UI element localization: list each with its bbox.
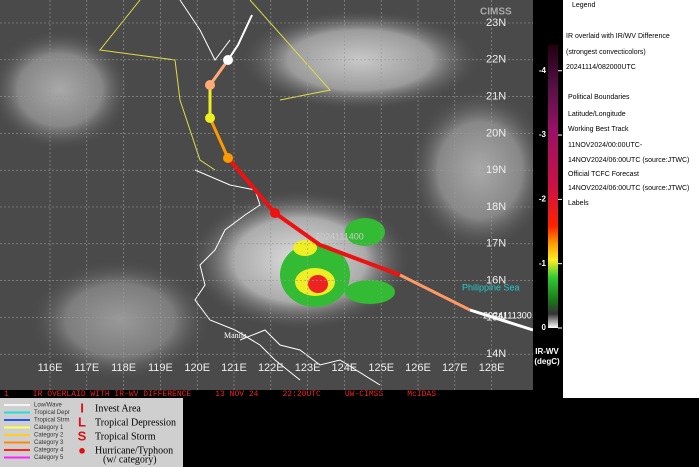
- logo: CIMSS: [480, 7, 512, 18]
- legend-item: 14NOV2024/06:00UTC (source:JTWC): [568, 157, 689, 164]
- legend-item: (strongest convecticolors): [566, 49, 646, 56]
- convection: [280, 218, 395, 307]
- legend-item: Official TCFC Forecast: [568, 171, 639, 178]
- lon-label: 116E: [38, 362, 63, 374]
- lon-label: 124E: [332, 362, 358, 374]
- coastlines: [179, 0, 381, 386]
- lon-label: 121E: [221, 362, 247, 374]
- lon-label: 118E: [111, 362, 136, 374]
- legend-panel: [563, 0, 699, 398]
- key-symbols: I Invest Area L Tropical Depression S Tropica…: [78, 400, 176, 465]
- colorbar-tick-label: -2: [539, 194, 547, 203]
- colorbar-tick-label: -3: [539, 130, 547, 139]
- footer-bar: [0, 390, 533, 398]
- legend-items: IR overlaid with IR/WV Difference (strong…: [566, 33, 689, 207]
- best-track: [205, 14, 534, 332]
- legend-item: Political Boundaries: [568, 94, 630, 101]
- lat-label: 20N: [486, 127, 506, 139]
- key-symbol-label: Invest Area: [95, 403, 141, 414]
- key-line-label: Tropical Strm: [34, 418, 69, 424]
- lat-label: 19N: [486, 164, 506, 176]
- key-symbol: I: [80, 400, 84, 415]
- colorbar-tick-label: -1: [539, 259, 547, 268]
- key-symbol-label: (w/ category): [103, 454, 157, 465]
- lon-labels: 116E 117E 118E 119E 120E 121E 122E 123E 124E 125E…: [38, 362, 505, 374]
- lat-label: 14N: [486, 348, 506, 360]
- lon-label: 125E: [368, 362, 394, 374]
- track-key: [0, 398, 183, 467]
- key-line-label: Category 5: [34, 455, 64, 461]
- key-symbol-label: Tropical Depression: [95, 417, 176, 428]
- lon-label: 122E: [258, 362, 284, 374]
- lat-label: 21N: [486, 91, 506, 103]
- key-symbol-label: Tropical Storm: [95, 431, 156, 442]
- colorbar-label: (degC): [534, 357, 560, 366]
- colorbar-tick-label: 0: [542, 323, 547, 332]
- lat-label: 16N: [486, 275, 506, 287]
- legend-title: Legend: [572, 2, 595, 9]
- key-line-label: Tropical Depr: [34, 410, 70, 416]
- lat-label: 17N: [486, 238, 506, 250]
- key-symbol: S: [78, 428, 87, 443]
- city-label: Manila: [224, 331, 247, 340]
- lat-labels: 23N 22N 21N 20N 19N 18N 17N 16N 15N 14N: [486, 17, 506, 360]
- lon-label: 126E: [405, 362, 431, 374]
- lon-label: 123E: [295, 362, 321, 374]
- legend-item: Latitude/Longitude: [568, 111, 626, 118]
- legend-item: 20241114/082000UTC: [566, 64, 636, 71]
- key-line-label: Category 3: [34, 440, 64, 446]
- lat-label: 22N: [486, 54, 506, 66]
- sea-label: Philippine Sea: [462, 282, 520, 292]
- key-line-label: Category 2: [34, 433, 64, 439]
- lon-label: 119E: [148, 362, 173, 374]
- legend-item: 14NOV2024/06:00UTC (source:JTWC): [568, 185, 689, 192]
- legend-item: Working Best Track: [568, 126, 629, 133]
- key-symbol: L: [78, 414, 86, 429]
- lon-label: 120E: [184, 362, 210, 374]
- colorbar: [548, 45, 558, 328]
- footer-text: 1 IR OVERLAID WITH IR-WV DIFFERENCE 13 N…: [4, 390, 436, 399]
- fix-label: 2024111400: [315, 231, 364, 241]
- lat-label: 23N: [486, 17, 506, 29]
- legend-item: 11NOV2024/00:00UTC-: [568, 142, 643, 149]
- fix-label: 2024111300: [483, 310, 532, 320]
- legend-item: IR overlaid with IR/WV Difference: [566, 33, 670, 40]
- key-symbol: ●: [78, 442, 86, 457]
- key-line-label: Category 1: [34, 425, 64, 431]
- colorbar-label: IR-WV: [535, 347, 559, 356]
- key-line-label: Category 4: [34, 448, 64, 454]
- lon-label: 128E: [479, 362, 505, 374]
- colorbar-tick-label: -4: [539, 66, 547, 75]
- colorbar-ticks: -4 -3 -2 -1 0: [539, 66, 562, 332]
- key-symbol-label: Hurricane/Typhoon: [95, 445, 173, 456]
- cloud: [30, 260, 210, 380]
- lon-label: 127E: [442, 362, 468, 374]
- legend-item: Labels: [568, 200, 589, 207]
- lon-label: 117E: [74, 362, 99, 374]
- lat-label: 15N: [486, 311, 506, 323]
- key-line-label: Low/Wave: [34, 403, 62, 409]
- lat-label: 18N: [486, 201, 506, 213]
- lat-lon-grid: [0, 0, 533, 390]
